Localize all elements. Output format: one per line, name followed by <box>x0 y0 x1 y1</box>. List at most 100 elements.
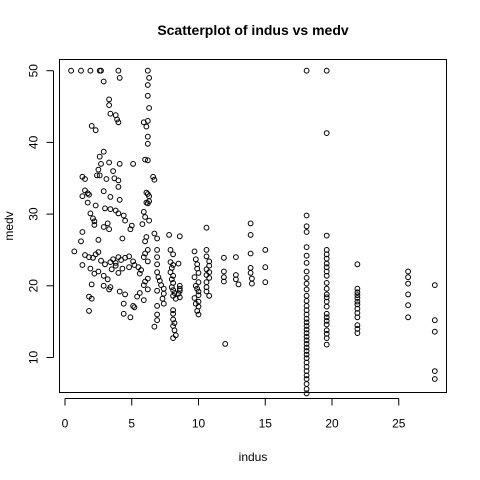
data-point <box>95 268 102 275</box>
data-point <box>175 290 182 297</box>
data-point <box>303 67 310 74</box>
data-point <box>354 289 361 296</box>
data-point <box>303 244 310 251</box>
data-point <box>122 291 128 298</box>
data-point <box>68 67 74 74</box>
data-point <box>98 257 104 264</box>
data-point <box>95 237 102 243</box>
data-point <box>107 110 114 117</box>
data-point <box>106 226 112 233</box>
data-point <box>90 215 96 222</box>
data-point <box>136 290 143 296</box>
data-point <box>168 276 175 283</box>
data-point <box>120 212 127 219</box>
data-point <box>84 190 91 197</box>
data-point <box>119 235 126 242</box>
data-point <box>431 376 438 382</box>
data-point <box>142 214 149 220</box>
data-point <box>154 311 161 318</box>
data-point <box>191 295 198 301</box>
data-point <box>192 282 199 289</box>
data-point <box>262 247 269 253</box>
data-point <box>431 282 438 289</box>
data-point <box>303 359 310 366</box>
data-point <box>303 223 310 230</box>
data-point <box>323 264 330 271</box>
data-point <box>146 217 153 224</box>
data-point <box>303 368 310 375</box>
data-point <box>323 130 330 137</box>
data-point <box>115 184 122 190</box>
data-point <box>405 291 412 298</box>
data-point <box>354 310 361 316</box>
data-point <box>144 82 151 88</box>
data-point <box>128 222 135 229</box>
data-point <box>120 310 127 317</box>
data-point <box>90 254 96 261</box>
data-point <box>140 282 147 289</box>
data-point <box>107 284 114 291</box>
x-tick-label: 0 <box>62 417 69 431</box>
data-point <box>206 262 213 269</box>
data-point <box>323 314 330 321</box>
data-point <box>154 254 161 261</box>
data-point <box>323 251 330 258</box>
data-point <box>108 266 115 273</box>
data-point <box>235 281 242 288</box>
data-point <box>303 344 310 351</box>
data-point <box>203 247 210 253</box>
data-point <box>78 67 84 74</box>
data-point <box>115 177 122 184</box>
data-point <box>151 176 158 183</box>
data-point <box>303 275 310 281</box>
data-point <box>323 268 330 275</box>
data-point <box>126 253 133 260</box>
data-point <box>112 260 119 266</box>
data-point <box>303 286 310 293</box>
data-point <box>323 67 330 74</box>
data-point <box>120 300 127 307</box>
data-point <box>323 291 330 298</box>
data-point <box>88 123 95 129</box>
data-point <box>115 119 122 126</box>
data-point <box>194 285 201 292</box>
data-point <box>303 311 310 318</box>
data-point <box>100 282 107 289</box>
data-point <box>431 317 438 324</box>
data-point <box>87 265 94 272</box>
data-point <box>303 252 310 259</box>
data-point <box>323 232 330 239</box>
data-point <box>159 295 166 302</box>
data-point <box>176 285 183 292</box>
data-point <box>88 295 95 302</box>
data-point <box>191 274 198 281</box>
data-point <box>102 205 108 212</box>
data-point <box>191 248 198 255</box>
data-point <box>136 270 143 277</box>
data-point <box>323 335 330 342</box>
data-point <box>95 249 102 256</box>
data-point <box>203 224 210 231</box>
y-axis-label: medv <box>2 211 16 240</box>
data-point <box>106 96 112 103</box>
data-point <box>158 282 165 289</box>
data-point <box>115 270 122 276</box>
data-point <box>303 260 310 266</box>
data-point <box>91 222 98 228</box>
data-point <box>79 229 86 235</box>
data-point <box>170 287 177 294</box>
data-point <box>354 314 361 321</box>
data-point <box>354 292 361 299</box>
data-point <box>106 159 112 166</box>
data-point <box>154 261 161 268</box>
data-point <box>122 217 128 224</box>
data-point <box>154 247 161 253</box>
data-point <box>140 119 147 126</box>
x-tick-label: 25 <box>392 417 406 431</box>
data-point <box>203 253 210 260</box>
data-point <box>144 133 151 140</box>
data-point <box>131 304 138 311</box>
data-point <box>100 272 107 279</box>
